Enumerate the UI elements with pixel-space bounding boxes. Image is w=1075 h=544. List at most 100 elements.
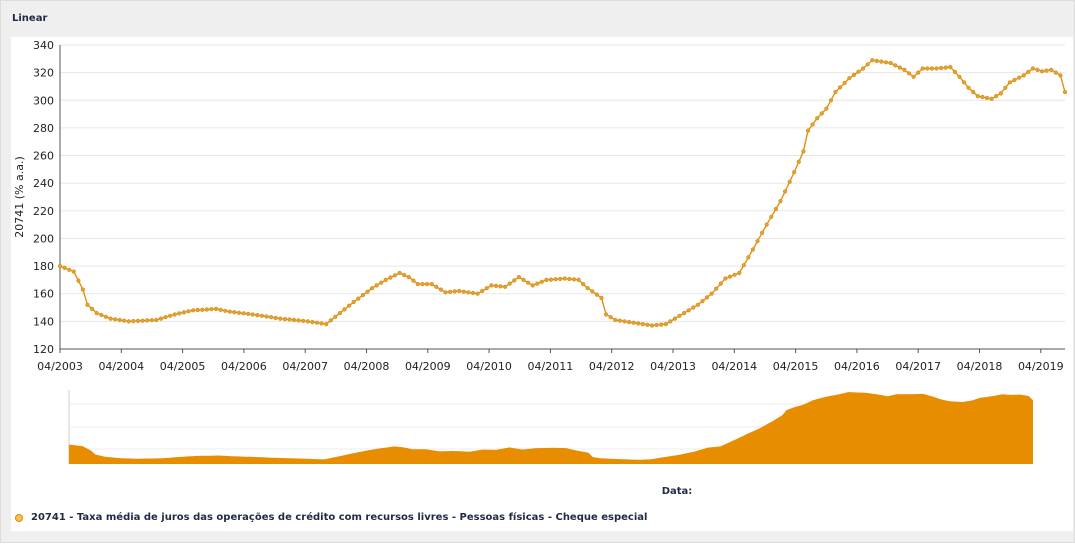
data-point: [1044, 68, 1049, 73]
x-tick-label: 04/2015: [773, 360, 819, 373]
x-axis-label: Data:: [662, 486, 693, 497]
data-point: [704, 295, 710, 300]
data-point: [576, 277, 581, 283]
data-point: [860, 66, 866, 71]
data-point: [62, 265, 67, 271]
data-point: [544, 277, 549, 283]
data-point: [232, 310, 237, 315]
data-point: [998, 91, 1003, 96]
data-point: [539, 279, 544, 284]
data-point: [521, 277, 526, 283]
data-point: [805, 128, 811, 133]
data-point: [1062, 89, 1068, 95]
data-point: [218, 307, 223, 312]
data-point: [723, 276, 728, 281]
data-point: [255, 313, 260, 318]
data-point: [631, 320, 636, 325]
data-point: [695, 302, 701, 307]
data-point: [571, 277, 577, 282]
x-tick-label: 04/2010: [466, 360, 512, 373]
data-point: [466, 290, 471, 295]
data-point: [1026, 69, 1031, 74]
data-point: [893, 63, 898, 68]
data-point: [879, 59, 884, 64]
data-point: [135, 318, 141, 324]
data-point: [686, 308, 691, 313]
data-point: [957, 74, 962, 79]
data-point: [764, 222, 769, 227]
x-tick-label: 04/2019: [1018, 360, 1064, 373]
data-point: [370, 286, 375, 291]
data-point: [948, 64, 953, 70]
data-point: [1007, 80, 1013, 85]
data-point: [553, 277, 558, 282]
data-point: [617, 318, 623, 323]
data-point: [406, 275, 411, 280]
data-point: [980, 94, 985, 100]
data-point: [503, 284, 508, 289]
data-point: [402, 273, 407, 278]
data-point: [103, 314, 108, 319]
data-point: [943, 65, 948, 70]
data-point: [516, 275, 522, 280]
data-point: [975, 93, 980, 99]
data-point: [291, 317, 297, 323]
data-point: [961, 80, 967, 85]
data-point: [108, 316, 113, 321]
data-point: [929, 66, 935, 71]
x-tick-label: 04/2012: [589, 360, 635, 373]
data-point: [324, 322, 329, 327]
data-point: [1053, 70, 1058, 75]
data-point: [700, 299, 705, 304]
data-point: [778, 199, 783, 204]
data-point: [236, 310, 242, 315]
data-point: [590, 289, 595, 294]
data-point: [769, 214, 774, 219]
data-point: [85, 302, 90, 307]
data-point: [525, 280, 531, 285]
legend[interactable]: 20741 - Taxa média de juros das operaçõe…: [15, 512, 647, 523]
data-point: [177, 311, 182, 316]
navigator-area: [69, 392, 1033, 464]
data-point: [287, 317, 292, 322]
data-point: [209, 307, 214, 312]
data-point: [351, 299, 356, 305]
y-tick-label: 160: [33, 288, 54, 301]
data-point: [824, 106, 829, 111]
data-point: [585, 286, 590, 291]
data-point: [397, 270, 402, 276]
y-tick-label: 260: [33, 150, 54, 163]
data-point: [296, 318, 301, 323]
data-point: [837, 85, 843, 90]
data-point: [241, 311, 246, 316]
x-tick-label: 04/2011: [528, 360, 574, 373]
data-point: [140, 318, 145, 323]
x-tick-label: 04/2013: [650, 360, 696, 373]
data-point: [819, 111, 824, 116]
x-tick-label: 04/2004: [98, 360, 144, 373]
data-point: [925, 66, 930, 71]
data-point: [319, 321, 324, 326]
y-tick-label: 220: [33, 205, 54, 218]
data-point: [420, 282, 425, 287]
data-point: [1012, 77, 1017, 83]
series-line: [59, 59, 1066, 327]
data-point: [938, 65, 944, 71]
data-point: [709, 291, 714, 296]
data-point: [911, 74, 916, 79]
data-point: [851, 72, 857, 77]
data-point: [76, 278, 81, 283]
data-point: [773, 206, 779, 212]
data-point: [186, 309, 191, 314]
data-point: [342, 307, 347, 312]
x-tick-label: 04/2016: [834, 360, 880, 373]
data-point: [548, 277, 554, 282]
legend-marker-icon: [15, 513, 23, 522]
data-point: [168, 313, 173, 318]
data-point: [741, 263, 746, 268]
data-point: [204, 307, 209, 312]
data-point: [718, 281, 723, 286]
data-point: [443, 290, 448, 295]
